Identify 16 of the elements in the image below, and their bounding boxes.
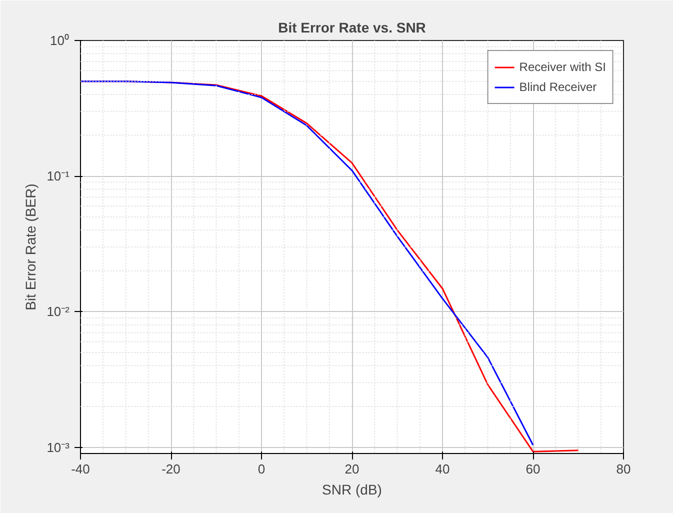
x-tick-label: 40 — [435, 462, 450, 476]
y-tick-label: 10⁻³ — [46, 440, 70, 455]
x-tick-label: -40 — [71, 462, 90, 476]
x-tick-label: 80 — [616, 462, 631, 476]
x-tick-label: -20 — [162, 462, 180, 476]
x-tick-label: 60 — [526, 462, 540, 476]
x-tick-label: 0 — [258, 462, 266, 476]
x-axis-title: SNR (dB) — [322, 482, 382, 498]
legend-label: Blind Receiver — [519, 80, 597, 94]
y-axis-title: Bit Error Rate (BER) — [22, 184, 39, 310]
y-tick-label: 10⁻² — [46, 304, 70, 320]
y-tick-label: 10⁰ — [50, 33, 70, 48]
x-tick-label: 20 — [344, 462, 360, 476]
y-tick-label: 10⁻¹ — [46, 168, 70, 184]
chart-title: Bit Error Rate vs. SNR — [278, 20, 426, 36]
legend-label: Receiver with SI — [519, 60, 606, 74]
